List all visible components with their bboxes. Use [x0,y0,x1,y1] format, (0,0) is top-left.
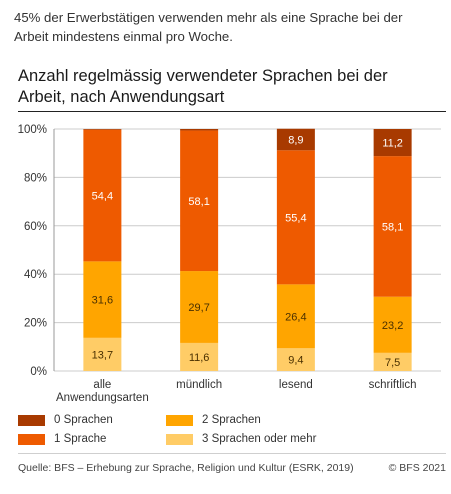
stacked-bar-chart: 0% 20% 40% 60% 80% 100% 13,7 31,6 54,4 alleAnwend… [18,124,441,404]
bar-segment [276,284,315,349]
bar-segment [373,352,412,371]
legend-label: 2 Sprachen [202,414,261,426]
copyright-note: © BFS 2021 [388,462,446,474]
bar-segment [180,129,219,131]
data-label: 58,1 [382,221,403,233]
legend-swatch [166,414,193,426]
bar-segment [373,296,412,353]
bar-segment [83,261,122,338]
data-label: 11,6 [189,352,210,364]
y-tick-label: 100% [18,124,47,136]
data-label: 13,7 [92,349,113,361]
y-tick-label: 0% [30,366,47,378]
x-tick-label: lesend [279,379,313,391]
bar-segment [373,129,412,157]
legend-item-0-sprachen: 0 Sprachen [18,414,113,426]
title-divider [18,111,446,112]
data-label: 23,2 [382,320,403,332]
x-tick-label: alle [93,379,111,391]
source-note: Quelle: BFS – Erhebung zur Sprache, Reli… [18,462,354,474]
x-tick-label: schriftlich [369,379,417,391]
legend-label: 3 Sprachen oder mehr [202,433,317,445]
footer: Quelle: BFS – Erhebung zur Sprache, Reli… [18,462,446,474]
legend-label: 1 Sprache [54,433,107,445]
legend-item-2-sprachen: 2 Sprachen [166,414,261,426]
bar-segment [180,130,219,272]
bar-segment [180,342,219,371]
legend-item-1-sprache: 1 Sprache [18,433,106,445]
data-label: 7,5 [385,357,400,369]
legend-swatch [18,433,45,445]
y-tick-label: 40% [24,269,47,281]
data-label: 11,2 [382,138,403,150]
bar-segment [180,271,219,343]
intro-text: 45% der Erwerbstätigen verwenden mehr al… [14,10,403,44]
legend-label: 0 Sprachen [54,414,113,426]
x-tick-label: mündlich [176,379,222,391]
chart-card: Anzahl regelmässig verwendeter Sprachen … [4,58,447,488]
y-tick-label: 60% [24,221,47,233]
bar-segment [83,337,122,371]
bar-segment [276,128,315,151]
legend-swatch [166,433,193,445]
data-label: 31,6 [92,295,113,307]
data-label: 55,4 [285,212,306,224]
bar-segment [83,129,122,130]
legend-swatch [18,414,45,426]
bar-segment [83,129,122,262]
data-label: 8,9 [288,135,303,147]
footer-divider [18,453,446,454]
bar-segment [373,156,412,297]
x-tick-label: Anwendungsarten [56,392,149,404]
data-label: 26,4 [285,311,306,323]
y-tick-label: 80% [24,172,47,184]
legend-item-3-sprachen-oder-mehr: 3 Sprachen oder mehr [166,433,316,445]
y-tick-label: 20% [24,318,47,330]
data-label: 29,7 [188,302,209,314]
data-label: 58,1 [188,196,209,208]
data-label: 54,4 [92,191,113,203]
chart-title: Anzahl regelmässig verwendeter Sprachen … [18,67,388,106]
bar-segment [276,348,315,371]
data-label: 9,4 [288,355,303,367]
bar-segment [276,150,315,285]
